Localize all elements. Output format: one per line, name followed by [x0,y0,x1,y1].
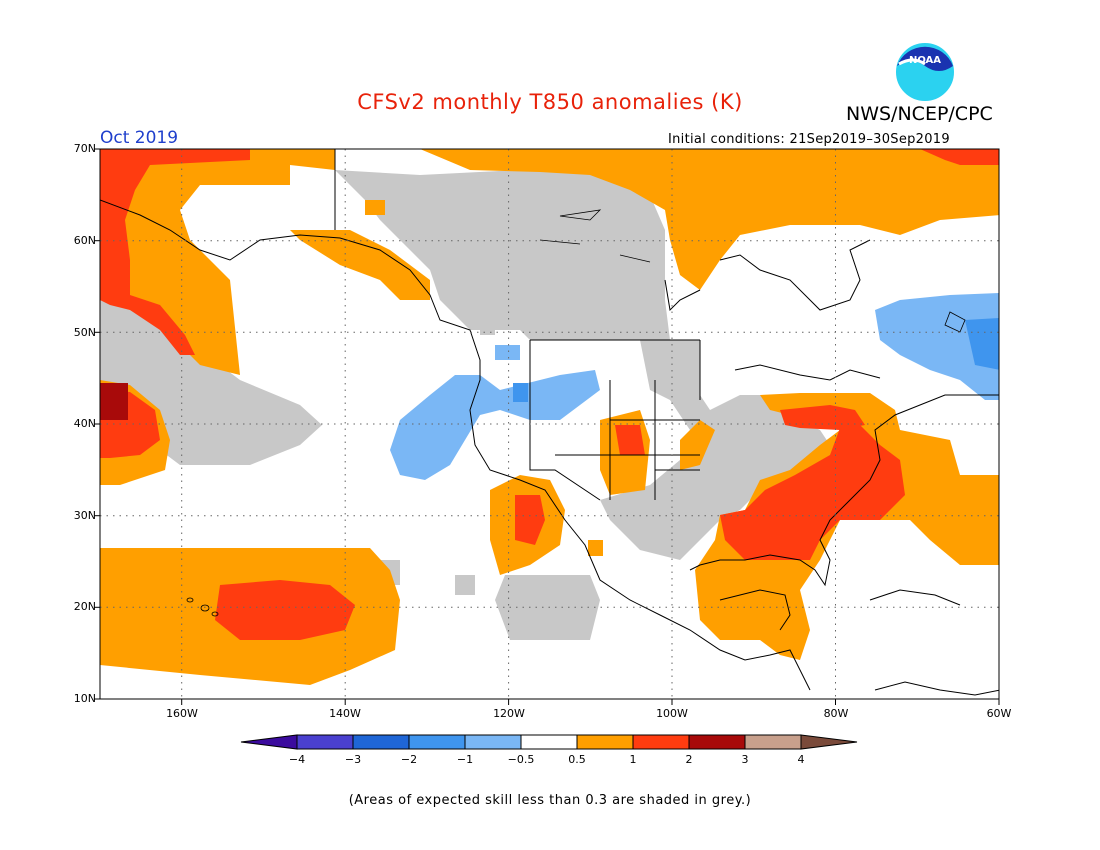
legend-tick: −0.5 [507,753,535,766]
legend-tick: −3 [344,753,362,766]
coastlines [100,149,999,696]
map-title: CFSv2 monthly T850 anomalies (K) [357,90,743,114]
anomaly-region-blue [390,293,999,480]
forecast-month: Oct 2019 [100,128,179,148]
lat-label: 20N [73,600,96,613]
legend-swatch [632,734,690,750]
legend-swatch [408,734,466,750]
legend-tick: 0.5 [568,753,586,766]
legend-swatch [688,734,746,750]
legend-tick: −1 [456,753,474,766]
legend-swatch [744,734,802,750]
islands [186,209,966,617]
axis-ticks [94,148,1000,705]
lat-label: 10N [73,692,96,705]
agency-label: NWS/NCEP/CPC [846,103,993,125]
legend-arrow-low [240,734,298,750]
anomaly-region-orange [100,149,999,685]
legend-tick: 1 [629,753,637,766]
lat-label: 50N [73,326,96,339]
lon-label: 140W [329,707,361,720]
skill-note: (Areas of expected skill less than 0.3 a… [348,793,752,808]
legend-tick: 4 [797,753,805,766]
lon-label: 80W [823,707,849,720]
noaa-logo: NOAA [894,41,956,103]
anomaly-region-mid-blue [513,318,999,402]
graticule [100,149,999,699]
anomaly-region-red [100,149,999,640]
legend-swatch [520,734,578,750]
lat-label: 60N [73,234,96,247]
legend-tick: 3 [741,753,749,766]
legend-swatch [576,734,634,750]
color-legend [240,734,858,750]
lon-label: 120W [493,707,525,720]
lon-label: 160W [166,707,198,720]
logo-text: NOAA [909,55,941,66]
initial-conditions: Initial conditions: 21Sep2019–30Sep2019 [668,132,950,147]
legend-tick: −4 [288,753,306,766]
lon-label: 100W [656,707,688,720]
anomaly-region-darkred [100,383,128,420]
legend-swatch [296,734,354,750]
legend-tick: −2 [400,753,418,766]
legend-swatch [352,734,410,750]
lat-label: 40N [73,417,96,430]
lon-label: 60W [986,707,1012,720]
map-frame [99,148,1000,700]
legend-tick: 2 [685,753,693,766]
legend-swatch [464,734,522,750]
lat-label: 30N [73,509,96,522]
legend-arrow-high [800,734,858,750]
lat-label: 70N [73,142,96,155]
low-skill-region [100,170,840,640]
